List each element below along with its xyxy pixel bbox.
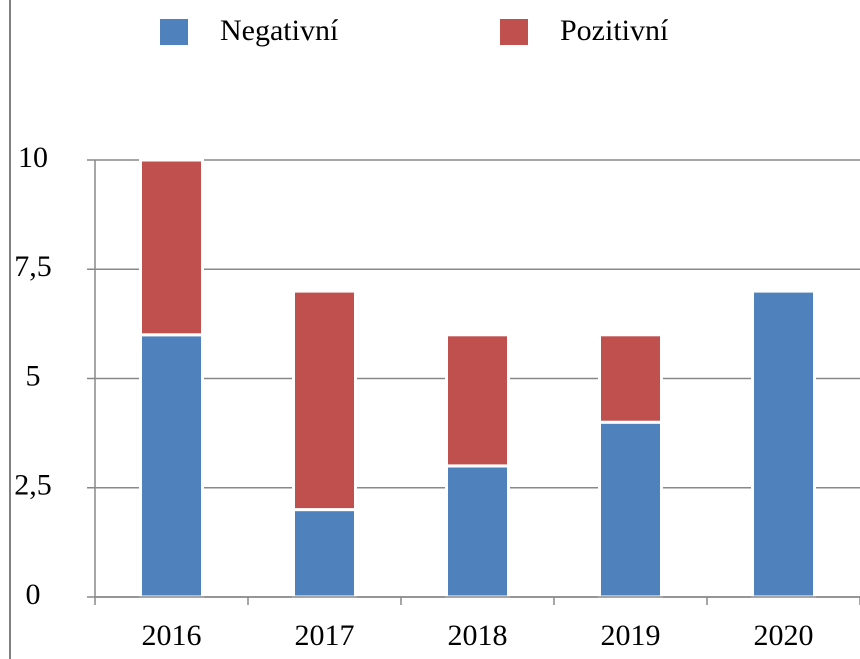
- legend-swatch: [160, 19, 188, 45]
- y-tick-label: 0: [26, 578, 41, 611]
- y-tick-label: 5: [26, 359, 41, 392]
- bar-segment: [445, 464, 510, 599]
- bar-segment: [139, 158, 204, 337]
- x-tick-label: 2019: [601, 619, 661, 652]
- legend-label: Pozitivní: [560, 14, 669, 47]
- bar-segment: [292, 508, 357, 599]
- bar-segment: [292, 289, 357, 512]
- legend-swatch: [500, 19, 528, 45]
- y-tick-label: 2,5: [14, 469, 52, 502]
- x-tick-label: 2018: [448, 619, 508, 652]
- bar-segment: [598, 420, 663, 599]
- x-tick-label: 2020: [754, 619, 814, 652]
- y-tick-label: 7,5: [14, 250, 52, 283]
- bar-segment: [598, 333, 663, 424]
- bar-segment: [139, 333, 204, 599]
- y-tick-label: 10: [18, 141, 48, 174]
- bar-segment: [445, 333, 510, 468]
- x-tick-label: 2016: [142, 619, 202, 652]
- bar-segment: [751, 289, 816, 599]
- x-tick-label: 2017: [295, 619, 355, 652]
- legend-label: Negativní: [220, 14, 339, 47]
